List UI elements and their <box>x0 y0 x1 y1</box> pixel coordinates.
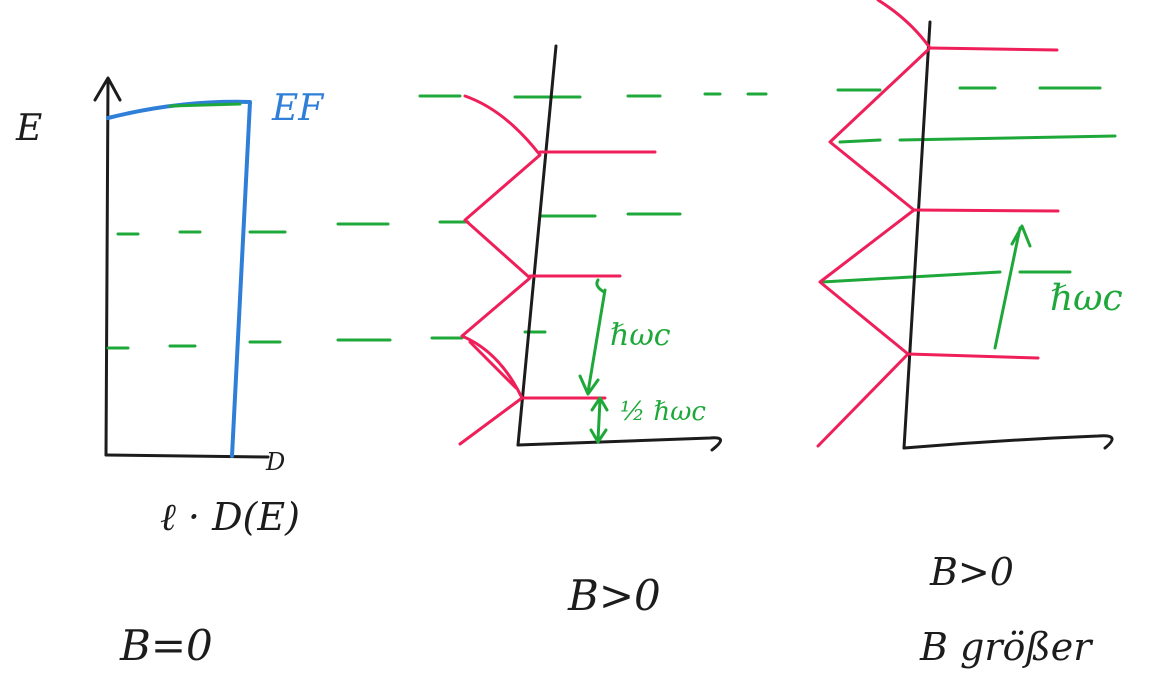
caption-b0: B=0 <box>119 621 213 670</box>
level-line-upper-right <box>838 134 1117 144</box>
panel-b-large: ℏωc B>0 B größer <box>816 0 1123 669</box>
fermi-level-label: EF <box>271 88 325 129</box>
energy-axis <box>93 76 122 457</box>
panel-b0: D E EF ℓ · D(E) B=0 <box>15 76 325 670</box>
dos-axis-2 <box>516 436 722 452</box>
energy-axis-label: E <box>15 108 42 149</box>
landau-level-peaks <box>522 150 657 400</box>
constant-dos-curve <box>106 99 252 458</box>
dos-formula-label: ℓ · D(E) <box>160 495 300 539</box>
energy-axis-3 <box>902 20 932 450</box>
panel-b-positive: ℏωc ½ ℏωc B>0 <box>458 44 722 620</box>
spacing-label-large: ℏωc <box>1050 278 1123 319</box>
landau-dos-curve <box>458 94 542 446</box>
dos-axis-3 <box>902 434 1114 450</box>
spacing-arrow-full <box>578 278 607 396</box>
caption-b-large-line1: B>0 <box>929 550 1014 594</box>
energy-level-lines <box>106 86 1117 350</box>
x-axis-label: D <box>265 448 285 476</box>
landau-dos-curve-large <box>816 0 932 448</box>
caption-b-positive: B>0 <box>567 571 661 620</box>
spacing-arrow-half <box>589 396 609 444</box>
level-dashed-line-lower <box>106 330 547 350</box>
landau-level-peaks-large <box>906 46 1060 360</box>
energy-axis-2 <box>516 44 558 447</box>
spacing-label: ℏωc <box>610 318 671 353</box>
dos-axis <box>104 453 270 459</box>
level-line-lower-right <box>820 270 1072 284</box>
landau-dos-extra-stroke <box>468 340 518 390</box>
level-dashed-line-middle <box>116 212 682 236</box>
half-spacing-label: ½ ℏωc <box>620 397 706 427</box>
spacing-arrow-large <box>993 224 1032 350</box>
caption-b-large-line2: B größer <box>919 625 1094 669</box>
fermi-dashed-line <box>168 86 1102 108</box>
